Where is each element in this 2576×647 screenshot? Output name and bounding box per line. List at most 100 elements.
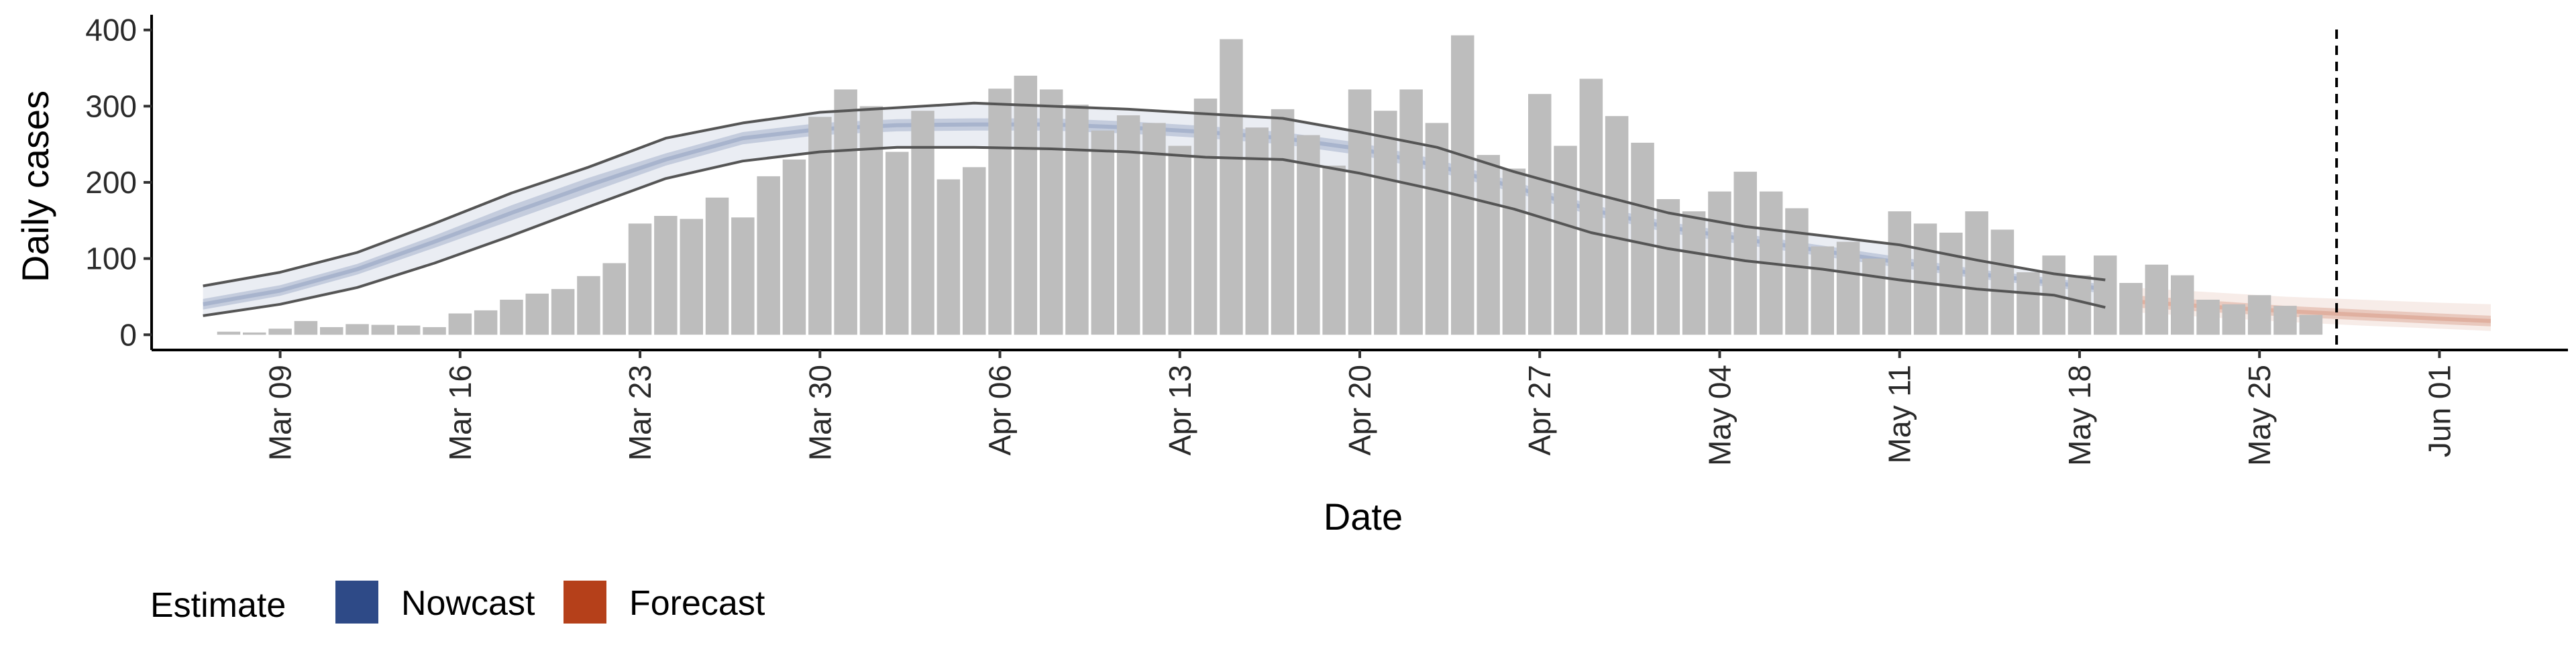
- case-bar: [1785, 208, 1809, 335]
- case-bar: [1836, 241, 1860, 335]
- case-bar: [1811, 246, 1834, 335]
- case-bar: [1425, 123, 1449, 335]
- case-bar: [371, 325, 395, 335]
- case-bar: [577, 276, 600, 335]
- x-tick-label: Apr 13: [1163, 365, 1197, 456]
- case-bar: [2171, 275, 2194, 335]
- case-bar: [628, 223, 652, 335]
- case-bar: [1014, 75, 1038, 335]
- case-bar: [1605, 116, 1629, 335]
- bound-lines-layer: [203, 30, 2339, 350]
- case-bar: [988, 89, 1012, 335]
- case-bar: [1554, 145, 1577, 335]
- x-tick-label: Mar 16: [443, 365, 478, 461]
- case-bar: [2119, 283, 2143, 335]
- case-bar: [1862, 258, 1886, 335]
- y-tick-label: 400: [85, 13, 137, 48]
- case-bar: [1656, 199, 1680, 335]
- forecast-median-line: [2131, 299, 2491, 323]
- case-bar: [1733, 172, 1757, 335]
- case-bar: [1682, 211, 1706, 335]
- x-tick-label: Apr 27: [1522, 365, 1557, 456]
- x-axis-title: Date: [1324, 495, 1403, 538]
- case-bar: [602, 263, 626, 335]
- x-tick-label: May 04: [1703, 365, 1737, 466]
- case-bar: [1065, 105, 1089, 335]
- case-bar: [782, 159, 806, 335]
- y-tick-label: 300: [85, 89, 137, 123]
- case-bar: [731, 217, 755, 335]
- case-bar: [525, 293, 549, 335]
- case-bar: [1451, 35, 1474, 335]
- legend-label-nowcast: Nowcast: [401, 584, 535, 623]
- legend-label-forecast: Forecast: [629, 584, 765, 623]
- case-bar: [217, 331, 241, 335]
- nowcast-lower-bound-line: [203, 145, 2106, 317]
- y-axis-title: Daily cases: [14, 91, 56, 282]
- case-bar: [1168, 145, 1191, 335]
- case-bar: [1579, 78, 1603, 335]
- x-tick-label: Jun 01: [2422, 365, 2457, 457]
- case-bar: [1990, 229, 2015, 335]
- case-bar: [936, 179, 961, 335]
- x-tick-label: Mar 23: [623, 365, 657, 461]
- case-bar: [345, 324, 369, 335]
- case-bar: [1374, 111, 1397, 335]
- x-tick-label: Apr 06: [983, 365, 1018, 456]
- case-bar: [1348, 89, 1372, 335]
- legend: Estimate Nowcast Forecast: [150, 581, 765, 625]
- case-bar: [705, 197, 729, 335]
- case-bar: [2273, 306, 2297, 335]
- case-bar: [2094, 255, 2117, 335]
- case-bar: [859, 106, 883, 335]
- y-tick-label: 100: [85, 241, 137, 276]
- case-bar: [448, 313, 472, 335]
- case-bar: [1271, 109, 1295, 335]
- x-tick-label: Mar 09: [263, 365, 298, 461]
- y-tick-label: 0: [119, 317, 137, 352]
- case-bar: [1502, 168, 1526, 335]
- case-bar: [294, 320, 318, 335]
- nowcast-median-line: [203, 122, 2106, 306]
- case-bar: [268, 329, 292, 335]
- case-bar: [1939, 233, 1963, 335]
- case-bar: [1965, 211, 1988, 335]
- case-bar: [423, 327, 446, 335]
- case-bar: [1708, 191, 1731, 335]
- case-bar: [1631, 142, 1654, 335]
- case-bar: [2145, 264, 2169, 335]
- case-bar: [680, 219, 703, 335]
- x-tick-label: May 25: [2242, 365, 2277, 466]
- case-bar: [885, 152, 909, 335]
- x-tick-label: May 18: [2062, 365, 2097, 466]
- y-tick-label: 200: [85, 165, 137, 200]
- case-bar: [500, 300, 523, 335]
- case-bar: [1399, 89, 1423, 335]
- case-bar: [2247, 295, 2271, 335]
- case-bar: [2196, 300, 2220, 335]
- legend-title: Estimate: [150, 586, 286, 625]
- case-bar: [2222, 304, 2246, 335]
- case-bar: [1091, 130, 1115, 335]
- case-bar: [1297, 135, 1320, 335]
- case-bar: [243, 332, 266, 335]
- bars-layer: [217, 35, 2323, 335]
- case-bar: [1193, 99, 1218, 335]
- x-tick-label: May 11: [1882, 365, 1917, 463]
- case-bar: [654, 216, 678, 335]
- case-bar: [1913, 223, 1937, 335]
- legend-swatch-nowcast: [335, 581, 378, 624]
- case-bar: [911, 111, 934, 335]
- x-tick-label: Apr 20: [1342, 365, 1377, 456]
- case-bar: [474, 310, 498, 335]
- case-bar: [834, 89, 857, 335]
- case-bar: [1477, 155, 1500, 335]
- case-bar: [963, 167, 986, 335]
- case-bar: [1116, 115, 1140, 335]
- case-bar: [1888, 211, 1911, 335]
- case-bar: [2017, 272, 2040, 335]
- nowcast-outer-band: [203, 103, 2106, 316]
- legend-swatch-forecast: [564, 581, 606, 624]
